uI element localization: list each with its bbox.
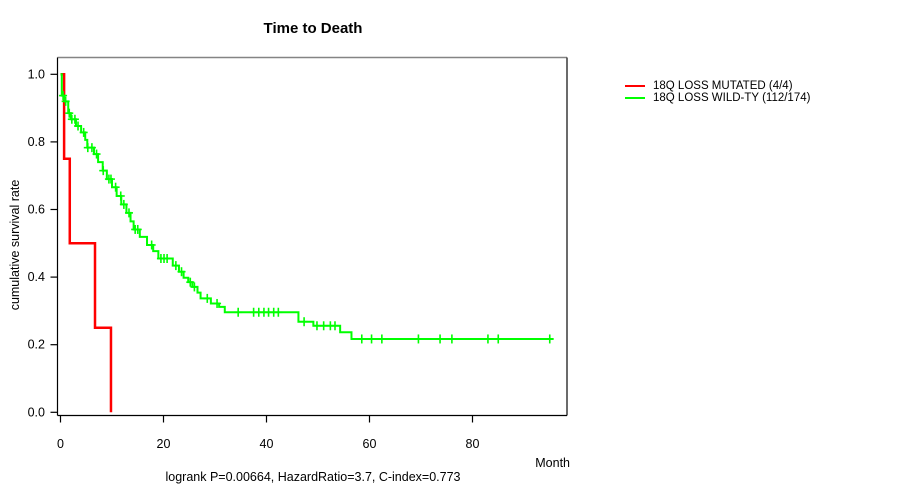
legend-label-1: 18Q LOSS WILD-TY (112/174) bbox=[653, 92, 811, 104]
y-tick-label: 0.6 bbox=[28, 203, 45, 217]
x-tick-label: 80 bbox=[466, 437, 480, 451]
chart-title: Time to Death bbox=[263, 20, 363, 37]
x-axis-label: Month bbox=[535, 456, 570, 470]
x-tick-label: 0 bbox=[57, 437, 64, 451]
y-tick-label: 0.2 bbox=[28, 338, 45, 352]
legend: 18Q LOSS MUTATED (4/4) 18Q LOSS WILD-TY (… bbox=[625, 80, 810, 104]
legend-line-swatch-1 bbox=[625, 97, 645, 99]
survival-curve-0 bbox=[60, 73, 113, 413]
survival-curve-1 bbox=[60, 73, 554, 340]
legend-label-0: 18Q LOSS MUTATED (4/4) bbox=[653, 80, 793, 92]
y-tick-label: 0.8 bbox=[28, 135, 45, 149]
legend-line-swatch-0 bbox=[625, 85, 645, 87]
legend-item-0: 18Q LOSS MUTATED (4/4) bbox=[625, 80, 810, 92]
y-axis-label: cumulative survival rate bbox=[8, 179, 22, 311]
legend-item-1: 18Q LOSS WILD-TY (112/174) bbox=[625, 92, 810, 104]
y-tick-label: 0.0 bbox=[28, 405, 45, 419]
x-tick-label: 40 bbox=[260, 437, 274, 451]
y-tick-label: 1.0 bbox=[28, 67, 45, 81]
x-tick-label: 20 bbox=[157, 437, 171, 451]
y-tick-label: 0.4 bbox=[28, 270, 45, 284]
logrank-annotation: logrank P=0.00664, HazardRatio=3.7, C-in… bbox=[165, 470, 461, 484]
x-tick-label: 60 bbox=[363, 437, 377, 451]
